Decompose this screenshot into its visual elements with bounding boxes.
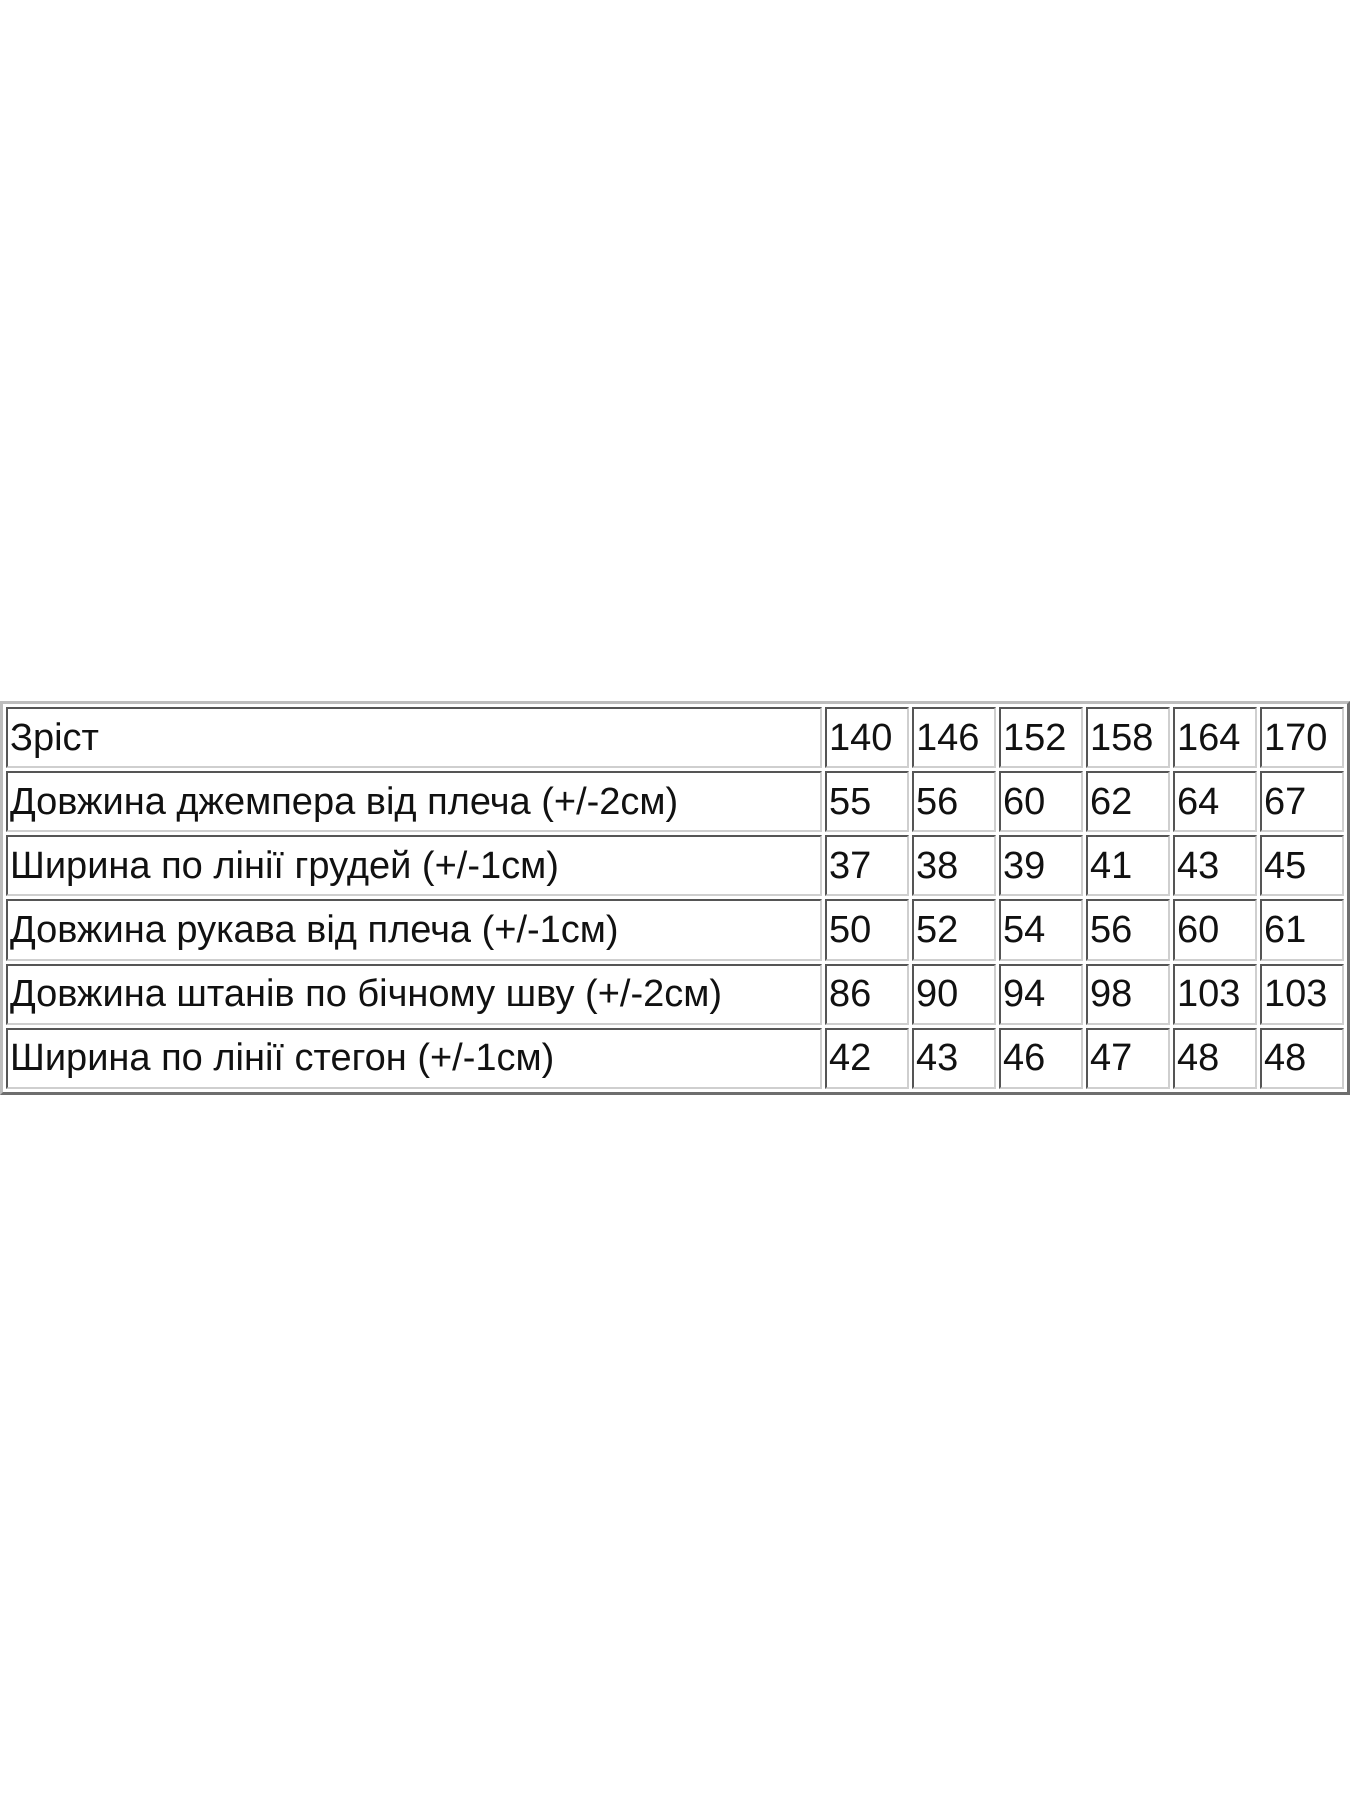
table-row: Довжина рукава від плеча (+/-1см) 50 52 54 5… bbox=[6, 899, 1344, 961]
value-cell: 47 bbox=[1086, 1027, 1170, 1089]
value-cell: 42 bbox=[825, 1027, 909, 1089]
size-chart-table: Зріст 140 146 152 158 164 170 Довжина джемпера … bbox=[0, 701, 1350, 1095]
header-row: Зріст 140 146 152 158 164 170 bbox=[6, 707, 1344, 769]
value-cell: 43 bbox=[912, 1027, 996, 1089]
value-cell: 62 bbox=[1086, 771, 1170, 833]
size-header-cell: 158 bbox=[1086, 707, 1170, 769]
table-row: Довжина джемпера від плеча (+/-2см) 55 56 6… bbox=[6, 771, 1344, 833]
value-cell: 48 bbox=[1260, 1027, 1344, 1089]
size-header-cell: 164 bbox=[1173, 707, 1257, 769]
table-row: Ширина по лінії стегон (+/-1см) 42 43 46 47 4… bbox=[6, 1027, 1344, 1089]
size-header-cell: 146 bbox=[912, 707, 996, 769]
value-cell: 52 bbox=[912, 899, 996, 961]
value-cell: 43 bbox=[1173, 835, 1257, 897]
value-cell: 103 bbox=[1260, 963, 1344, 1025]
measurement-label: Довжина штанів по бічному шву (+/-2см) bbox=[6, 963, 822, 1025]
size-header-cell: 170 bbox=[1260, 707, 1344, 769]
value-cell: 55 bbox=[825, 771, 909, 833]
value-cell: 46 bbox=[999, 1027, 1083, 1089]
value-cell: 67 bbox=[1260, 771, 1344, 833]
value-cell: 86 bbox=[825, 963, 909, 1025]
value-cell: 48 bbox=[1173, 1027, 1257, 1089]
measurement-label: Ширина по лінії грудей (+/-1см) bbox=[6, 835, 822, 897]
value-cell: 45 bbox=[1260, 835, 1344, 897]
value-cell: 56 bbox=[912, 771, 996, 833]
measurement-label: Ширина по лінії стегон (+/-1см) bbox=[6, 1027, 822, 1089]
value-cell: 60 bbox=[999, 771, 1083, 833]
value-cell: 37 bbox=[825, 835, 909, 897]
value-cell: 56 bbox=[1086, 899, 1170, 961]
value-cell: 54 bbox=[999, 899, 1083, 961]
value-cell: 64 bbox=[1173, 771, 1257, 833]
table-row: Довжина штанів по бічному шву (+/-2см) 86… bbox=[6, 963, 1344, 1025]
value-cell: 39 bbox=[999, 835, 1083, 897]
size-header-cell: 152 bbox=[999, 707, 1083, 769]
size-header-cell: 140 bbox=[825, 707, 909, 769]
value-cell: 60 bbox=[1173, 899, 1257, 961]
value-cell: 50 bbox=[825, 899, 909, 961]
table-row: Ширина по лінії грудей (+/-1см) 37 38 39 41 4… bbox=[6, 835, 1344, 897]
value-cell: 61 bbox=[1260, 899, 1344, 961]
value-cell: 98 bbox=[1086, 963, 1170, 1025]
value-cell: 90 bbox=[912, 963, 996, 1025]
value-cell: 94 bbox=[999, 963, 1083, 1025]
height-label: Зріст bbox=[6, 707, 822, 769]
measurement-label: Довжина джемпера від плеча (+/-2см) bbox=[6, 771, 822, 833]
value-cell: 103 bbox=[1173, 963, 1257, 1025]
size-chart-body: Зріст 140 146 152 158 164 170 Довжина джемпера … bbox=[6, 707, 1344, 1089]
value-cell: 41 bbox=[1086, 835, 1170, 897]
value-cell: 38 bbox=[912, 835, 996, 897]
measurement-label: Довжина рукава від плеча (+/-1см) bbox=[6, 899, 822, 961]
